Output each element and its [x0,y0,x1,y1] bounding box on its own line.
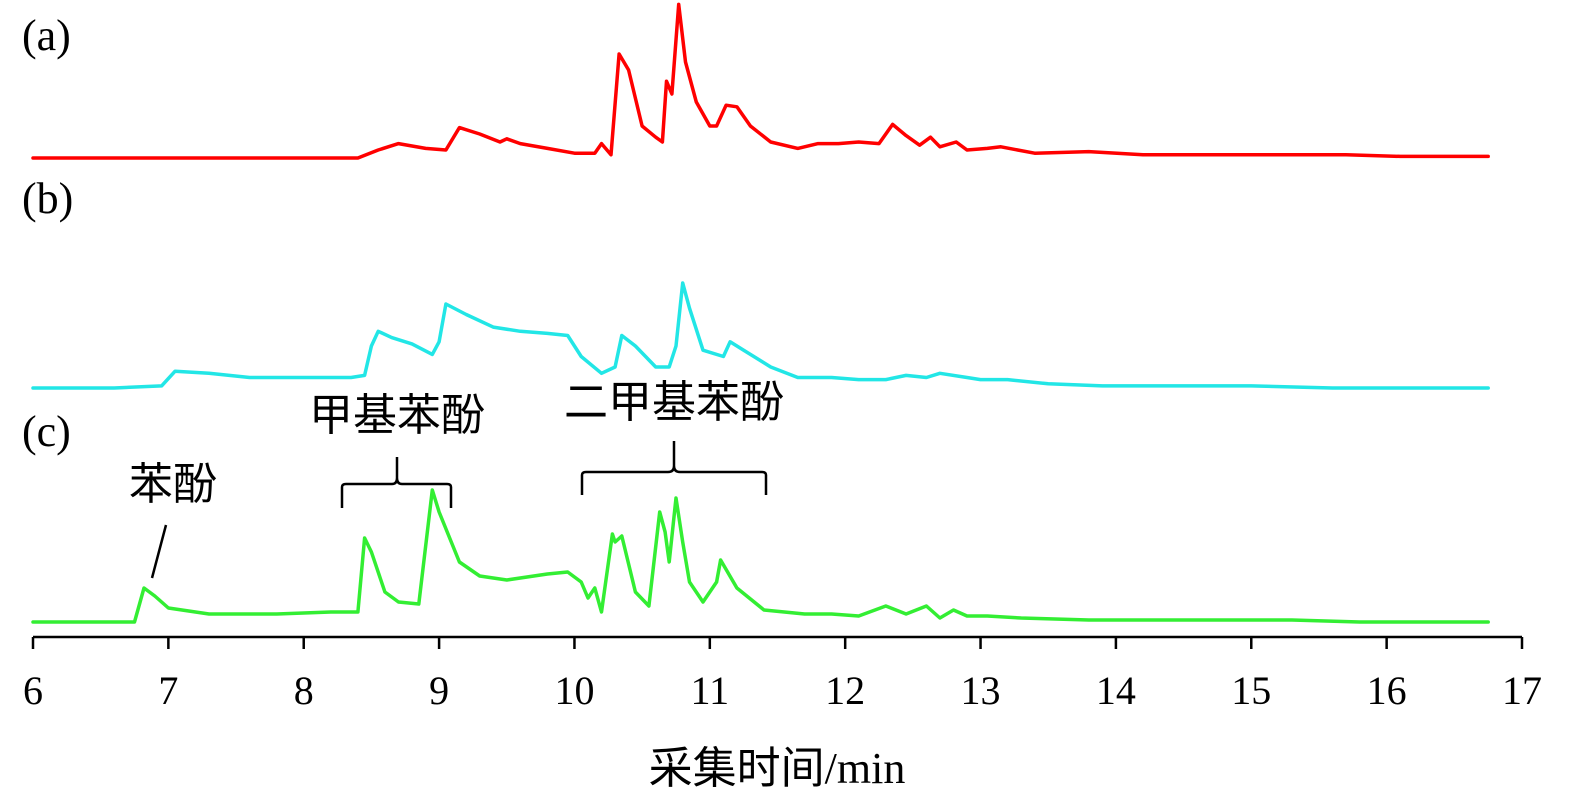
x-tick-label-12: 12 [825,668,865,713]
x-tick-label-10: 10 [554,668,594,713]
annotation-phenol-label: 苯酚 [129,460,217,509]
x-tick-label-8: 8 [294,668,314,713]
annotation-dimethylphenol: 二甲基苯酚 [564,378,784,495]
annotation-dimethylphenol-label: 二甲基苯酚 [564,378,784,427]
x-tick-label-11: 11 [691,668,730,713]
x-tick-label-13: 13 [961,668,1001,713]
x-axis-label: 采集时间/min [649,744,906,793]
annotation-phenol-pointer [150,524,168,579]
x-tick-label-7: 7 [158,668,178,713]
panel-label-a: (a) [22,11,71,60]
x-axis-ticks: 6 7 8 9 10 11 12 13 14 15 16 17 [23,637,1542,713]
x-tick-label-6: 6 [23,668,43,713]
trace-b [31,281,1490,390]
annotation-methylphenol-label: 甲基苯酚 [309,391,485,440]
x-tick-label-15: 15 [1231,668,1271,713]
panel-label-b: (b) [22,174,73,223]
annotation-dimethylphenol-bracket [580,441,768,495]
trace-c [31,488,1490,624]
panel-label-c: (c) [22,407,71,456]
x-tick-label-17: 17 [1502,668,1542,713]
annotation-methylphenol-bracket [340,457,453,508]
x-tick-label-16: 16 [1367,668,1407,713]
annotation-methylphenol: 甲基苯酚 [309,391,485,508]
x-tick-label-9: 9 [429,668,449,713]
annotation-phenol: 苯酚 [129,460,217,579]
trace-a [31,2,1490,160]
x-tick-label-14: 14 [1096,668,1136,713]
